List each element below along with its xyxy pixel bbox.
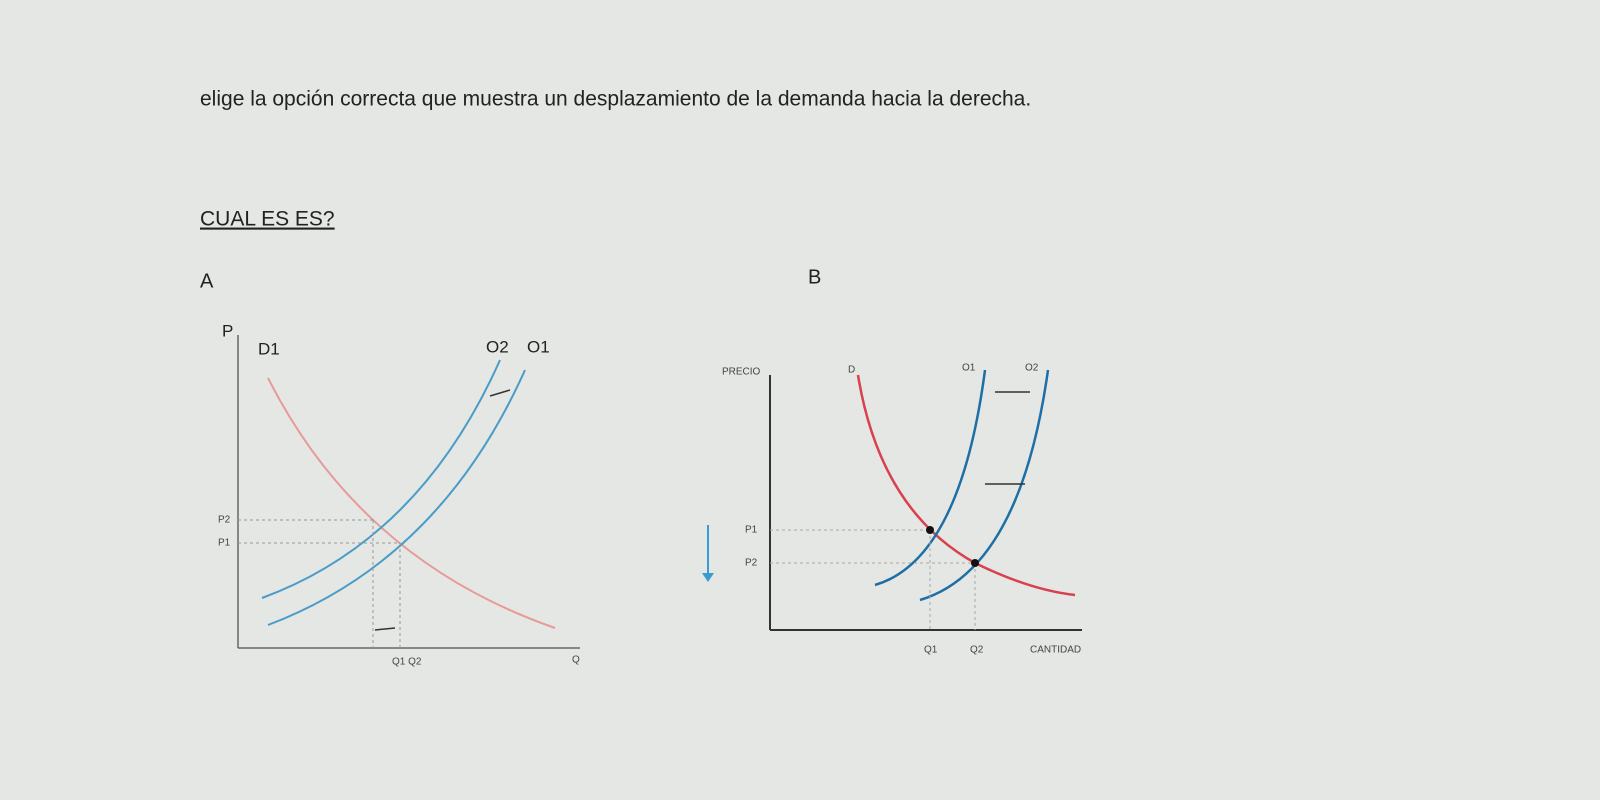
supply-curve <box>261 359 501 599</box>
quantity-label: Q2 <box>970 645 984 656</box>
curve-label: D <box>848 365 855 376</box>
question: elige la opción correcta que muestra un … <box>200 88 1031 111</box>
demand-curve <box>856 374 1076 597</box>
diagram-b <box>702 369 1082 631</box>
quantity-label: Q1 <box>924 645 938 656</box>
axis-label: Q <box>572 655 580 666</box>
supply-curve <box>267 369 526 626</box>
arrow <box>374 627 396 631</box>
subtitle: CUAL ES ES? <box>200 208 335 231</box>
curve-label: O1 <box>962 363 976 374</box>
axis-label: PRECIO <box>722 367 761 378</box>
price-label: P2 <box>218 515 231 526</box>
option-label: B <box>808 266 821 288</box>
supply-curve <box>874 369 987 587</box>
diagram-a <box>237 335 580 649</box>
price-label: P1 <box>218 538 231 549</box>
curve-label: O2 <box>486 337 509 356</box>
option-label: A <box>200 270 214 292</box>
axis-label: CANTIDAD <box>1030 645 1081 656</box>
equilibrium-point <box>926 526 934 534</box>
quantity-label: Q1 Q2 <box>392 657 422 668</box>
arrow <box>489 389 511 397</box>
equilibrium-point <box>971 559 979 567</box>
curve-label: O1 <box>527 337 550 356</box>
supply-curve <box>919 369 1050 602</box>
curve-label: O2 <box>1025 363 1039 374</box>
arrow-head <box>702 573 714 582</box>
demand-curve <box>267 377 556 629</box>
axis-label: P <box>222 321 233 340</box>
price-label: P1 <box>745 525 758 536</box>
price-label: P2 <box>745 558 758 569</box>
curve-label: D1 <box>258 339 280 358</box>
